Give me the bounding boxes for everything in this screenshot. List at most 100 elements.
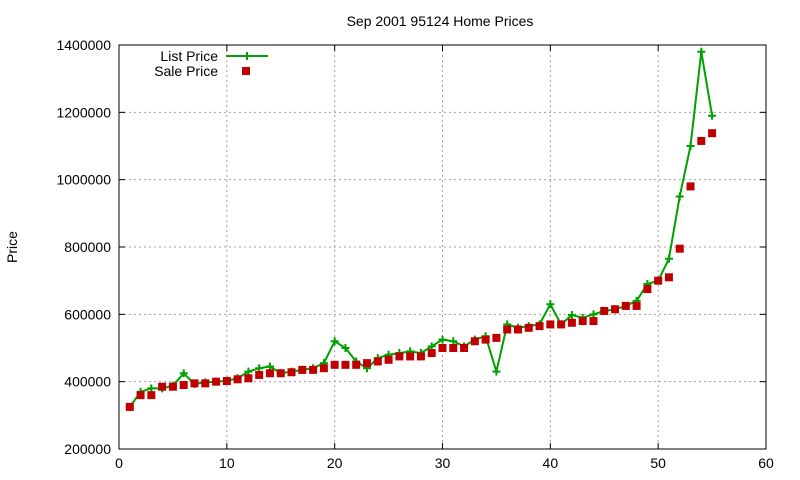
sale-price-point (341, 360, 350, 369)
y-tick-label: 600000 (64, 306, 111, 322)
list-price-point (438, 335, 447, 344)
sale-price-point (621, 301, 630, 310)
list-price-point (567, 311, 576, 320)
list-price-point (179, 369, 188, 378)
sale-price-point (697, 136, 706, 145)
x-tick-label: 30 (435, 455, 451, 471)
list-price-point (708, 111, 717, 120)
sale-price-point (406, 352, 415, 361)
sale-price-point (470, 337, 479, 346)
sale-price-point (524, 323, 533, 332)
sale-price-point (460, 344, 469, 352)
y-tick-label: 400000 (64, 374, 111, 390)
sale-price-point (319, 364, 328, 373)
list-price-point (546, 300, 555, 309)
sale-price-point (330, 360, 339, 369)
y-tick-label: 1200000 (56, 104, 111, 120)
sale-price-point (298, 365, 307, 374)
sale-price-point (201, 379, 210, 388)
list-price-point (341, 344, 350, 352)
list-price-point (265, 362, 274, 371)
sale-price-point (427, 349, 436, 358)
series-sale-price (125, 129, 717, 411)
list-price-point (244, 367, 253, 376)
sale-price-point (395, 352, 404, 361)
legend-marker-sale-price (242, 67, 250, 75)
list-price-point (686, 142, 695, 150)
x-tick-label: 0 (115, 455, 123, 471)
grid-lines (119, 45, 766, 449)
sale-price-point (557, 320, 566, 329)
sale-price-point (352, 360, 361, 369)
sale-price-point (147, 391, 156, 400)
list-price-point (675, 192, 684, 201)
legend-marker-list-price (226, 52, 268, 60)
sale-price-point (492, 333, 501, 342)
sale-price-point (449, 344, 458, 352)
sale-price-point (503, 325, 512, 334)
sale-price-point (578, 317, 587, 326)
sale-price-point (643, 285, 652, 294)
sale-price-point (190, 379, 199, 388)
sale-price-point (675, 244, 684, 253)
y-tick-label: 1000000 (56, 172, 111, 188)
sale-price-point (363, 359, 372, 368)
sale-price-point (373, 357, 382, 366)
sale-price-point (179, 381, 188, 390)
sale-price-point (168, 382, 177, 391)
sale-price-point (481, 335, 490, 344)
legend-label-sale-price: Sale Price (154, 63, 218, 79)
y-axis-label: Price (4, 231, 20, 263)
y-tick-label: 800000 (64, 239, 111, 255)
sale-price-point (708, 129, 717, 138)
sale-price-point (309, 365, 318, 374)
list-price-point (697, 47, 706, 56)
sale-price-point (438, 344, 447, 352)
sale-price-point (546, 320, 555, 329)
sale-price-point (287, 368, 296, 377)
legend: List Price Sale Price (154, 48, 268, 79)
x-tick-label: 50 (650, 455, 666, 471)
sale-price-point (600, 306, 609, 315)
sale-price-point (276, 369, 285, 378)
sale-price-point (567, 318, 576, 327)
sale-price-point (654, 276, 663, 285)
sale-price-point (416, 352, 425, 361)
sale-price-point (158, 382, 167, 391)
sale-price-point (589, 317, 598, 326)
legend-label-list-price: List Price (160, 48, 218, 64)
list-price-point (427, 342, 436, 351)
sale-price-point (233, 375, 242, 384)
sale-price-point (212, 377, 221, 386)
sale-price-point (125, 402, 134, 411)
y-axis: 200000 400000 600000 800000 1000000 1200000 14… (56, 37, 766, 457)
x-tick-label: 40 (543, 455, 559, 471)
list-price-point (330, 337, 339, 346)
sale-price-point (611, 305, 620, 314)
list-price-point (449, 337, 458, 346)
list-price-point (589, 310, 598, 319)
sale-price-point (664, 273, 673, 282)
y-tick-label: 200000 (64, 441, 111, 457)
list-price-point (255, 364, 264, 373)
x-axis: 0 10 20 30 40 50 60 (115, 45, 774, 471)
y-tick-label: 1400000 (56, 37, 111, 53)
list-price-point (147, 384, 156, 393)
legend-plus-list-price (243, 52, 251, 60)
list-price-point (492, 367, 501, 376)
sale-price-point (632, 301, 641, 310)
sale-price-point (222, 376, 231, 385)
sale-price-point (244, 374, 253, 383)
x-tick-label: 60 (758, 455, 774, 471)
x-tick-label: 20 (327, 455, 343, 471)
sale-price-point (535, 322, 544, 331)
sale-price-point (384, 355, 393, 364)
sale-price-point (513, 325, 522, 334)
chart-title: Sep 2001 95124 Home Prices (347, 13, 534, 29)
legend-square-sale-price (242, 67, 250, 75)
sale-price-point (265, 369, 274, 378)
sale-price-point (255, 370, 264, 379)
x-tick-label: 10 (219, 455, 235, 471)
sale-price-point (136, 391, 145, 400)
